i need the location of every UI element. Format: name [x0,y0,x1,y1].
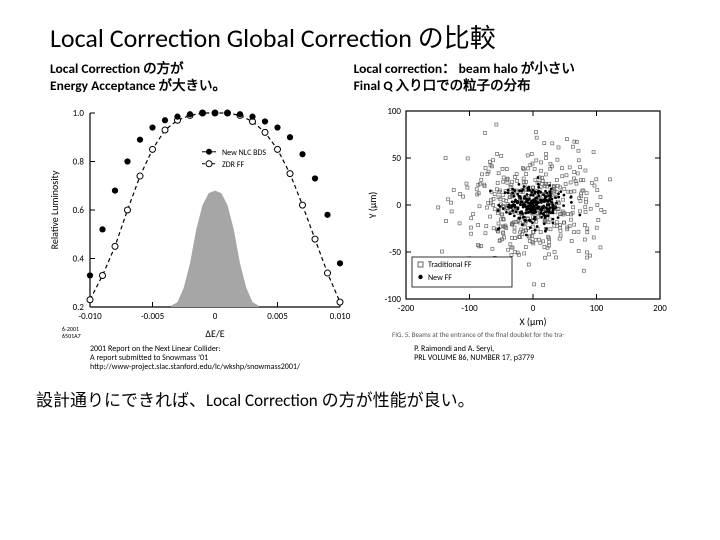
svg-text:0.010: 0.010 [330,311,351,322]
svg-text:Traditional FF: Traditional FF [428,260,472,270]
left-caption-line2: Energy Acceptance が大きい。 [50,78,336,95]
svg-text:0: 0 [531,303,536,314]
svg-text:X (μm): X (μm) [519,315,546,328]
right-caption-line2: Final Q 入り口での粒子の分布 [354,78,682,95]
svg-text:New NLC BDS: New NLC BDS [222,148,266,158]
svg-text:200: 200 [653,303,667,314]
footer-conclusion: 設計通りにできれば、Local Correction の方が性能が良い。 [0,372,720,411]
svg-text:ΔE/E: ΔE/E [205,327,224,340]
left-citation: 2001 Report on the Next Linear Collider:… [90,345,300,373]
svg-text:0: 0 [396,200,401,211]
svg-text:0.8: 0.8 [73,156,85,167]
right-citation: P. Raimondi and A. Seryi, PRL VOLUME 86,… [370,345,534,373]
svg-text:-0.005: -0.005 [141,311,165,322]
svg-text:0: 0 [213,311,218,322]
right-chart: -200-1000100200-100-50050100X (μm)Y (μm)… [362,103,670,341]
svg-text:ZDR FF: ZDR FF [222,160,244,170]
svg-text:0.4: 0.4 [73,253,85,264]
right-cite-l2: PRL VOLUME 86, NUMBER 17, p3779 [414,354,534,363]
svg-text:6501A7: 6501A7 [62,332,81,340]
svg-text:0.6: 0.6 [73,205,85,216]
svg-text:-50: -50 [389,247,401,258]
left-caption-line1: Local Correction の方が [50,61,336,78]
left-caption: Local Correction の方が Energy Acceptance が… [50,61,336,95]
svg-text:-100: -100 [461,303,478,314]
slide-title: Local Correction Global Correction の比較 [0,0,720,61]
right-caption: Local correction： beam halo が小さい Final Q… [354,61,682,95]
svg-text:Y (μm): Y (μm) [366,191,379,218]
captions-row: Local Correction の方が Energy Acceptance が… [0,61,720,95]
svg-text:Relative Luminosity: Relative Luminosity [48,170,61,249]
svg-text:-0.010: -0.010 [78,311,102,322]
svg-text:100: 100 [387,106,401,117]
svg-text:100: 100 [590,303,604,314]
svg-text:1.0: 1.0 [73,108,85,119]
right-fig-caption: FIG. 5. Beams at the entrance of the fin… [362,329,670,338]
right-caption-line1: Local correction： beam halo が小さい [354,61,682,78]
svg-text:New FF: New FF [428,273,452,283]
svg-text:0.005: 0.005 [267,311,288,322]
left-chart: 0.20.40.60.81.0-0.010-0.00500.0050.010ΔE… [44,103,352,343]
svg-text:-100: -100 [385,294,402,305]
citations-row: 2001 Report on the Next Linear Collider:… [0,343,720,373]
svg-text:50: 50 [392,153,402,164]
charts-row: 0.20.40.60.81.0-0.010-0.00500.0050.010ΔE… [0,95,720,343]
left-cite-l3: http://www-project.slac.stanford.edu/lc/… [90,363,300,372]
